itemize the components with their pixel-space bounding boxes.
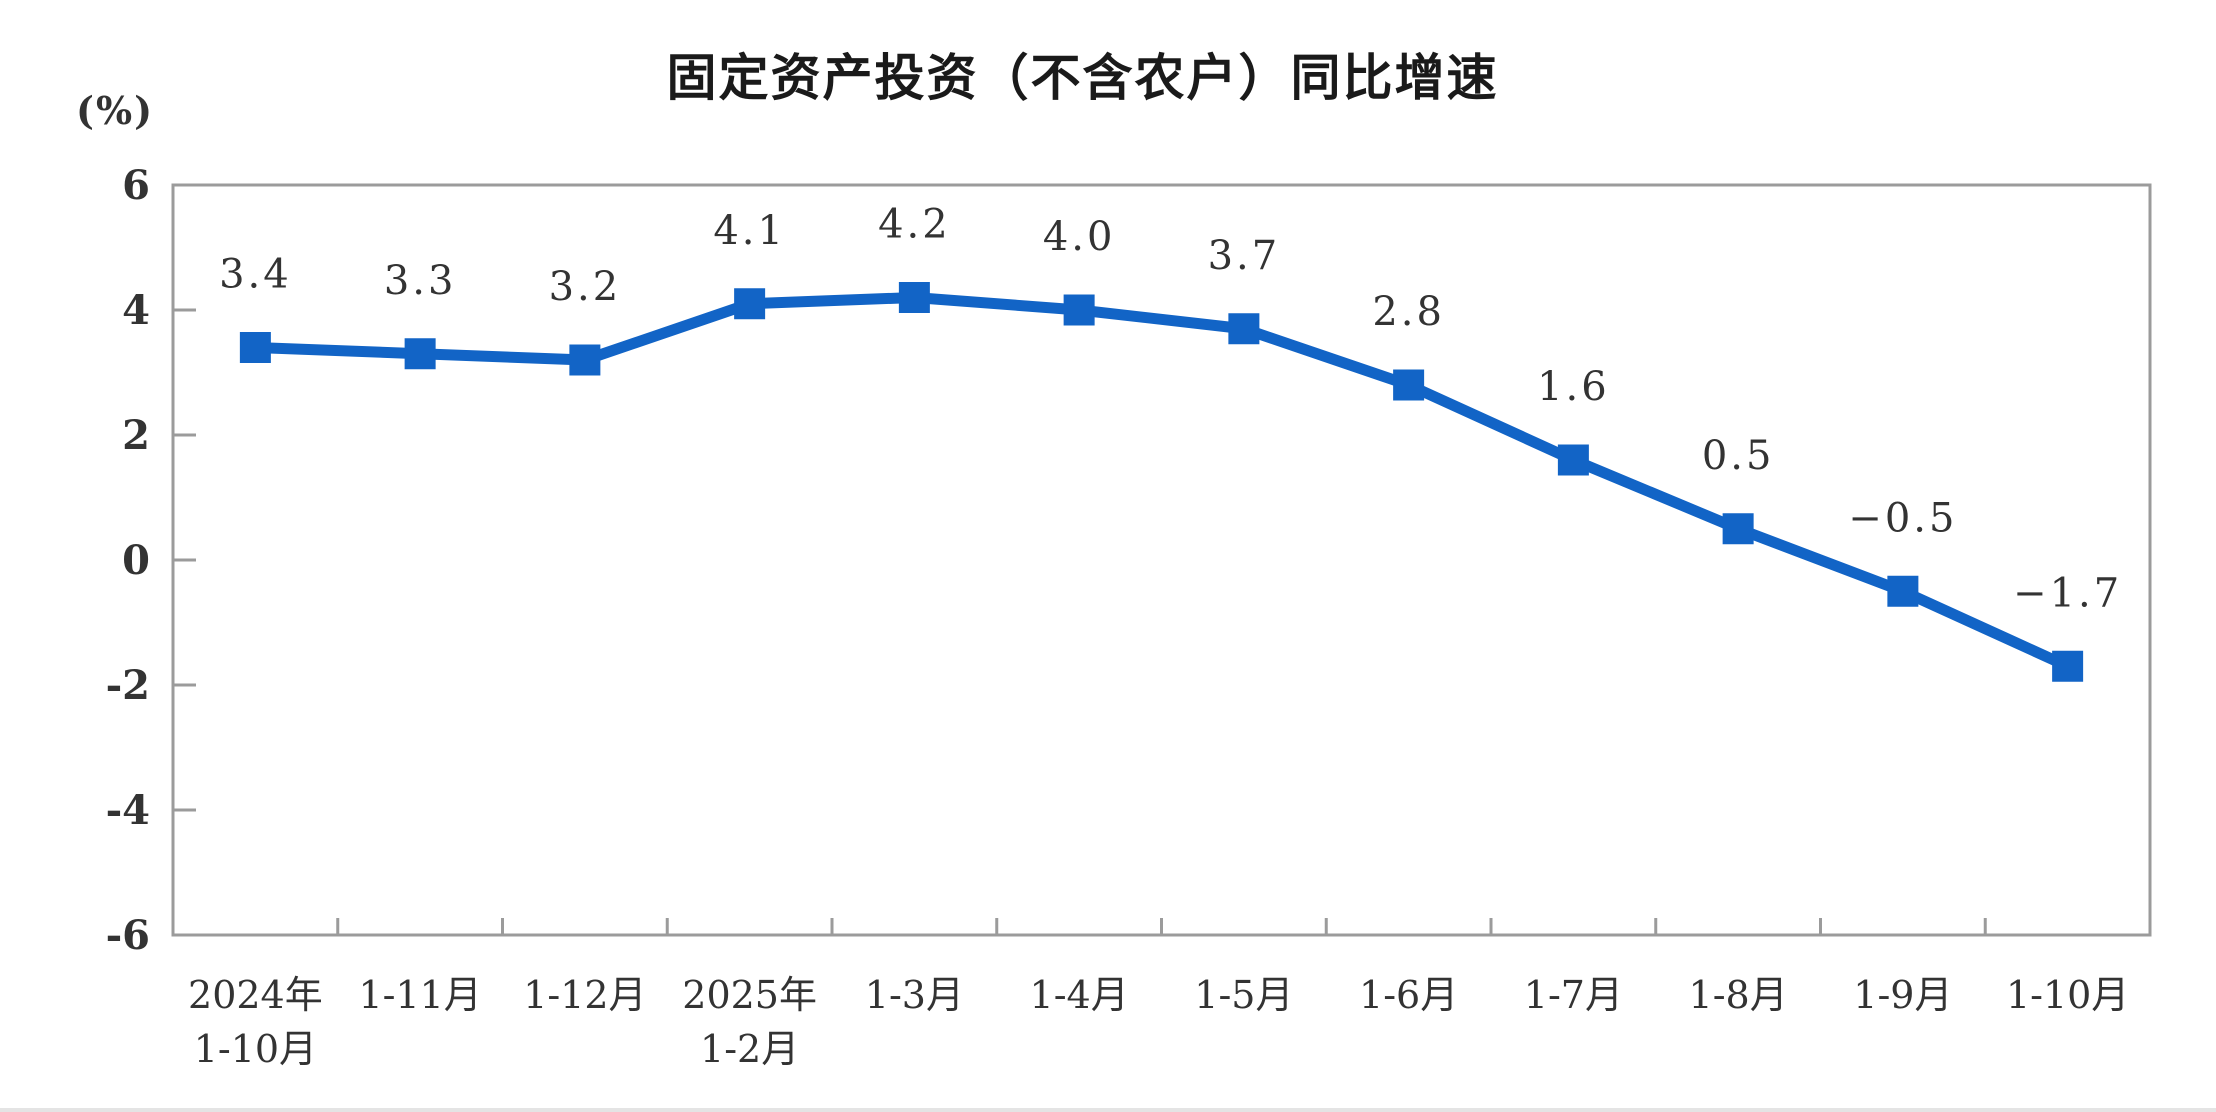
data-point-marker [734, 288, 766, 320]
x-axis-label: 1-8月 [1689, 973, 1788, 1017]
data-label: 3.2 [549, 264, 622, 310]
data-point-marker [1063, 294, 1095, 326]
data-label: 2.8 [1372, 289, 1445, 335]
data-label: 3.7 [1208, 233, 1281, 279]
data-point-marker [404, 338, 436, 370]
x-axis-label: 1-4月 [1030, 973, 1129, 1017]
series-line [249, 292, 2074, 672]
x-axis-label: 2025年 [682, 973, 817, 1017]
y-axis-tick-label: -6 [106, 912, 150, 959]
data-point-marker [2052, 650, 2084, 682]
chart-title: 固定资产投资（不含农户）同比增速 [666, 50, 1499, 106]
data-label: 3.3 [384, 258, 457, 304]
data-label: 1.6 [1537, 364, 1610, 410]
y-axis-tick-label: -2 [106, 662, 150, 709]
bottom-edge-divider [0, 1108, 2216, 1112]
y-axis-tick-label: -4 [106, 787, 150, 834]
plot-border [171, 183, 2152, 937]
data-point-marker [898, 282, 930, 313]
data-point-marker [1393, 369, 1425, 401]
x-axis-label: 1-3月 [865, 973, 964, 1017]
y-axis-tick-label: 6 [122, 162, 150, 209]
data-label: 0.5 [1702, 433, 1775, 479]
x-axis-label: 1-5月 [1194, 973, 1293, 1017]
y-axis-tick-label: 2 [122, 412, 150, 459]
x-axis-label: 2024年 [188, 973, 323, 1017]
data-point-marker [569, 344, 601, 376]
data-label: 4.0 [1043, 214, 1116, 260]
y-axis-unit-label: (%) [76, 88, 155, 133]
data-label: 3.4 [219, 252, 292, 298]
data-label: 4.1 [713, 208, 786, 254]
x-axis-label: 1-2月 [700, 1027, 799, 1071]
x-axis-label: 1-10月 [194, 1027, 317, 1071]
data-point-marker [1887, 575, 1919, 607]
data-point-marker [1228, 313, 1260, 345]
x-axis-label: 1-11月 [358, 973, 481, 1017]
x-axis-label: 1-7月 [1524, 973, 1623, 1017]
x-axis-label: 1-6月 [1359, 973, 1458, 1017]
x-axis-label: 1-9月 [1853, 973, 1952, 1017]
data-point-marker [239, 332, 271, 363]
data-label: −1.7 [2013, 570, 2122, 616]
x-axis-label: 1-12月 [523, 973, 646, 1017]
data-label: −0.5 [1848, 495, 1957, 541]
data-point-marker [1557, 444, 1589, 476]
x-axis-label: 1-10月 [2006, 973, 2129, 1017]
data-label: 4.2 [878, 202, 951, 248]
y-axis-tick-label: 0 [122, 537, 150, 584]
y-axis-tick-label: 4 [122, 287, 150, 334]
data-point-marker [1722, 513, 1754, 545]
